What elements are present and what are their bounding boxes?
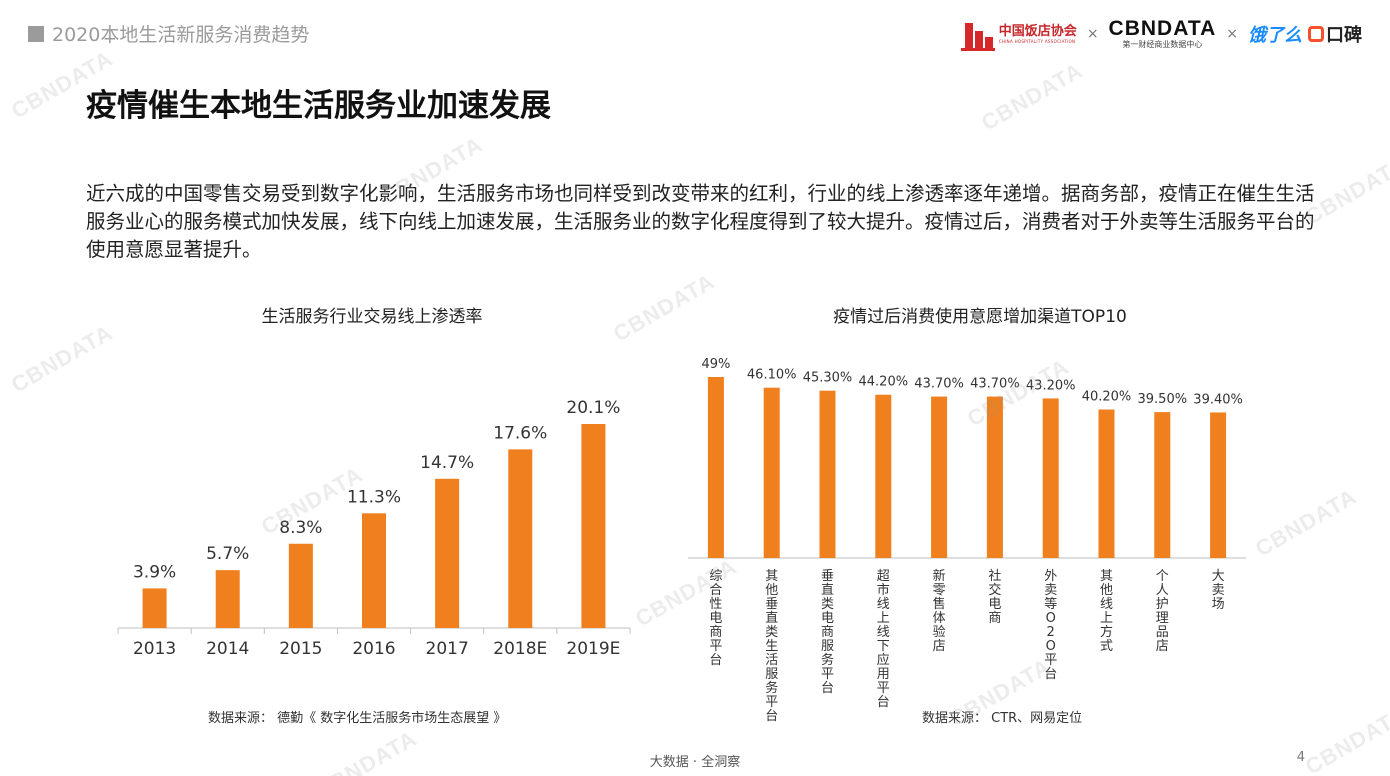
- right-x-tick-label: 综合性电商平台: [709, 569, 722, 668]
- page-title: 疫情催生本地生活服务业加速发展: [86, 88, 551, 124]
- right-bar-3: [819, 390, 836, 558]
- china-hospitality-logo: 中国饭店协会 CHINA HOSPITALITY ASSOCIATION: [960, 17, 1077, 51]
- eleme-name: 饿了么: [1248, 25, 1302, 46]
- right-data-label: 46.10%: [747, 368, 797, 383]
- left-bar-2019E: [581, 424, 606, 628]
- partner-logos: 中国饭店协会 CHINA HOSPITALITY ASSOCIATION × C…: [960, 12, 1362, 56]
- right-bar-8: [1098, 409, 1115, 558]
- times-sign-1: ×: [1086, 26, 1099, 42]
- right-bar-10: [1210, 412, 1227, 558]
- right-x-tick-label: 其他线上方式: [1100, 569, 1113, 654]
- cha-name-cn: 中国饭店协会: [998, 23, 1077, 39]
- left-x-tick-label: 2016: [352, 639, 395, 659]
- left-data-label: 3.9%: [133, 562, 176, 582]
- koubei-name: 口碑: [1326, 25, 1362, 46]
- right-bar-2: [763, 387, 780, 558]
- intro-paragraph: 近六成的中国零售交易受到数字化影响，生活服务市场也同样受到改变带来的红利，行业的…: [86, 182, 1315, 261]
- report-tag-text: 2020本地生活新服务消费趋势: [52, 24, 310, 46]
- right-data-label: 43.20%: [1026, 378, 1076, 393]
- left-bar-2016: [362, 513, 386, 628]
- right-data-label: 43.70%: [914, 377, 964, 392]
- koubei-logo: 口碑: [1308, 21, 1362, 47]
- right-data-label: 39.50%: [1138, 392, 1188, 407]
- right-bar-4: [875, 394, 892, 558]
- right-data-label: 39.40%: [1193, 392, 1243, 407]
- left-data-label: 8.3%: [279, 518, 322, 538]
- right-bar-7: [1042, 398, 1059, 558]
- left-data-label: 11.3%: [347, 487, 401, 507]
- cbndata-logo: CBNDATA 第一财经商业数据中心: [1109, 18, 1217, 50]
- left-bar-2015: [288, 543, 313, 628]
- left-bar-2018E: [508, 449, 533, 628]
- left-x-tick-label: 2013: [133, 639, 176, 659]
- cbndata-name-en: CBNDATA: [1108, 17, 1217, 40]
- building-icon: [960, 17, 995, 51]
- tag-square-icon: [28, 25, 44, 42]
- right-x-tick-label: 大卖场: [1212, 569, 1225, 612]
- eleme-koubei-logo: 饿了么 口碑: [1248, 21, 1362, 47]
- left-bar-2014: [215, 570, 240, 628]
- left-chart-title: 生活服务行业交易线上渗透率: [261, 307, 483, 327]
- right-data-label: 43.70%: [970, 377, 1020, 392]
- left-x-tick-label: 2017: [426, 639, 469, 659]
- right-data-label: 45.30%: [803, 371, 853, 386]
- left-x-tick-label: 2015: [279, 639, 322, 659]
- koubei-icon: [1308, 26, 1324, 42]
- left-data-label: 14.7%: [420, 453, 474, 473]
- right-x-tick-label: 社交电商: [988, 568, 1001, 626]
- left-bar-2013: [142, 588, 167, 628]
- right-x-tick-label: 个人护理品店: [1156, 569, 1169, 654]
- right-bar-6: [986, 396, 1003, 558]
- cha-name-en: CHINA HOSPITALITY ASSOCIATION: [998, 38, 1076, 44]
- right-chart-title: 疫情过后消费使用意愿增加渠道TOP10: [833, 307, 1127, 327]
- page-number: 4: [1296, 750, 1305, 765]
- right-x-tick-label: 垂直类电商服务平台: [821, 569, 834, 696]
- cbndata-name-cn: 第一财经商业数据中心: [1122, 40, 1203, 49]
- left-data-label: 17.6%: [493, 423, 547, 443]
- right-bar-9: [1154, 412, 1171, 558]
- right-bar-5: [931, 396, 948, 558]
- right-x-tick-label: 超市线上线下应用平台: [877, 569, 890, 710]
- left-bar-2017: [435, 478, 460, 628]
- right-x-tick-label: 其他垂直类生活服务平台: [765, 569, 778, 724]
- times-sign-2: ×: [1226, 26, 1238, 42]
- left-x-tick-label: 2018E: [493, 639, 547, 659]
- right-x-tick-label: 新零售体验店: [933, 568, 946, 654]
- left-data-label: 5.7%: [206, 544, 249, 564]
- right-data-label: 44.20%: [859, 375, 909, 390]
- right-chart-source: 数据来源： CTR、网易定位: [922, 711, 1083, 726]
- left-data-label: 20.1%: [566, 398, 620, 418]
- right-bar-1: [707, 377, 724, 558]
- right-data-label: 40.20%: [1082, 390, 1132, 405]
- right-x-tick-label: 外卖等 O 2 O 平台: [1044, 569, 1057, 682]
- left-x-tick-label: 2014: [206, 639, 249, 659]
- left-x-tick-label: 2019E: [566, 639, 620, 659]
- report-tag: 2020本地生活新服务消费趋势: [28, 20, 309, 47]
- left-chart-source: 数据来源： 德勤《 数字化生活服务市场生态展望 》: [208, 711, 507, 726]
- right-data-label: 49%: [701, 357, 730, 372]
- footer-slogan: 大数据 · 全洞察: [649, 755, 741, 770]
